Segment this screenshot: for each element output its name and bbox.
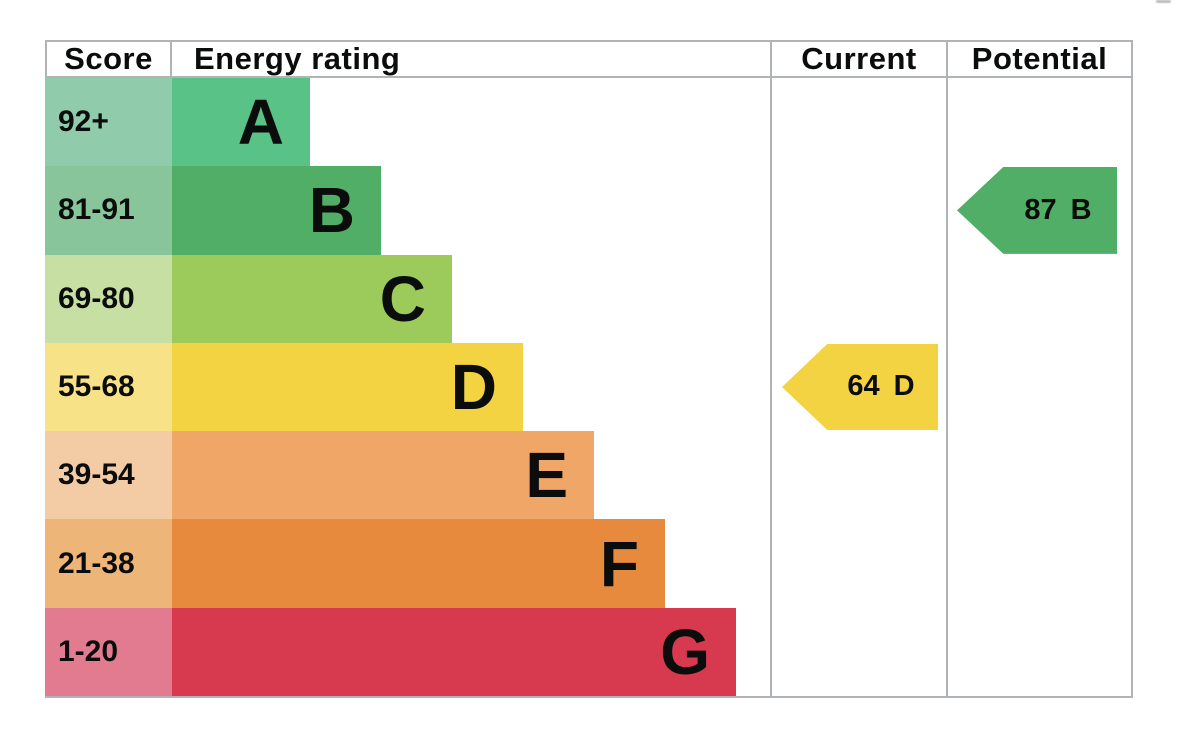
epc-table: Score 92+ 81-91 69-80 55-68 39-54 21-38 … xyxy=(45,40,1133,698)
score-header: Score xyxy=(45,40,172,78)
current-rating-band-letter: D xyxy=(893,370,915,403)
band-bar-b: B xyxy=(172,166,381,255)
score-cell-f: 21-38 xyxy=(45,519,172,608)
potential-rating-band-letter: B xyxy=(1070,193,1092,226)
energy-rating-header: Energy rating xyxy=(172,40,770,78)
current-rating-value: 64 xyxy=(847,370,880,403)
score-cell-d: 55-68 xyxy=(45,342,172,432)
potential-rating-arrow: 87 B xyxy=(957,166,1117,254)
score-cell-e: 39-54 xyxy=(45,431,172,520)
current-rating-arrow: 64 D xyxy=(782,343,938,430)
band-bar-g: G xyxy=(172,607,736,696)
score-column: Score 92+ 81-91 69-80 55-68 39-54 21-38 … xyxy=(45,40,172,696)
score-cell-c: 69-80 xyxy=(45,254,172,343)
band-bar-f: F xyxy=(172,519,665,608)
potential-rating-value: 87 xyxy=(1024,193,1057,226)
score-cell-g: 1-20 xyxy=(45,607,172,696)
potential-header: Potential xyxy=(948,40,1131,78)
potential-column: Potential 87 B xyxy=(948,40,1133,696)
band-bar-e: E xyxy=(172,431,594,520)
score-cell-b: 81-91 xyxy=(45,166,172,255)
band-bar-d: D xyxy=(172,342,523,432)
energy-rating-column: Energy rating A B C D E F G xyxy=(172,40,770,696)
band-bar-c: C xyxy=(172,254,452,343)
current-column: Current 64 D xyxy=(770,40,948,696)
current-header: Current xyxy=(772,40,946,78)
band-bar-a: A xyxy=(172,78,310,167)
cropped-text-artifact xyxy=(1156,0,1171,3)
score-cell-a: 92+ xyxy=(45,78,172,167)
